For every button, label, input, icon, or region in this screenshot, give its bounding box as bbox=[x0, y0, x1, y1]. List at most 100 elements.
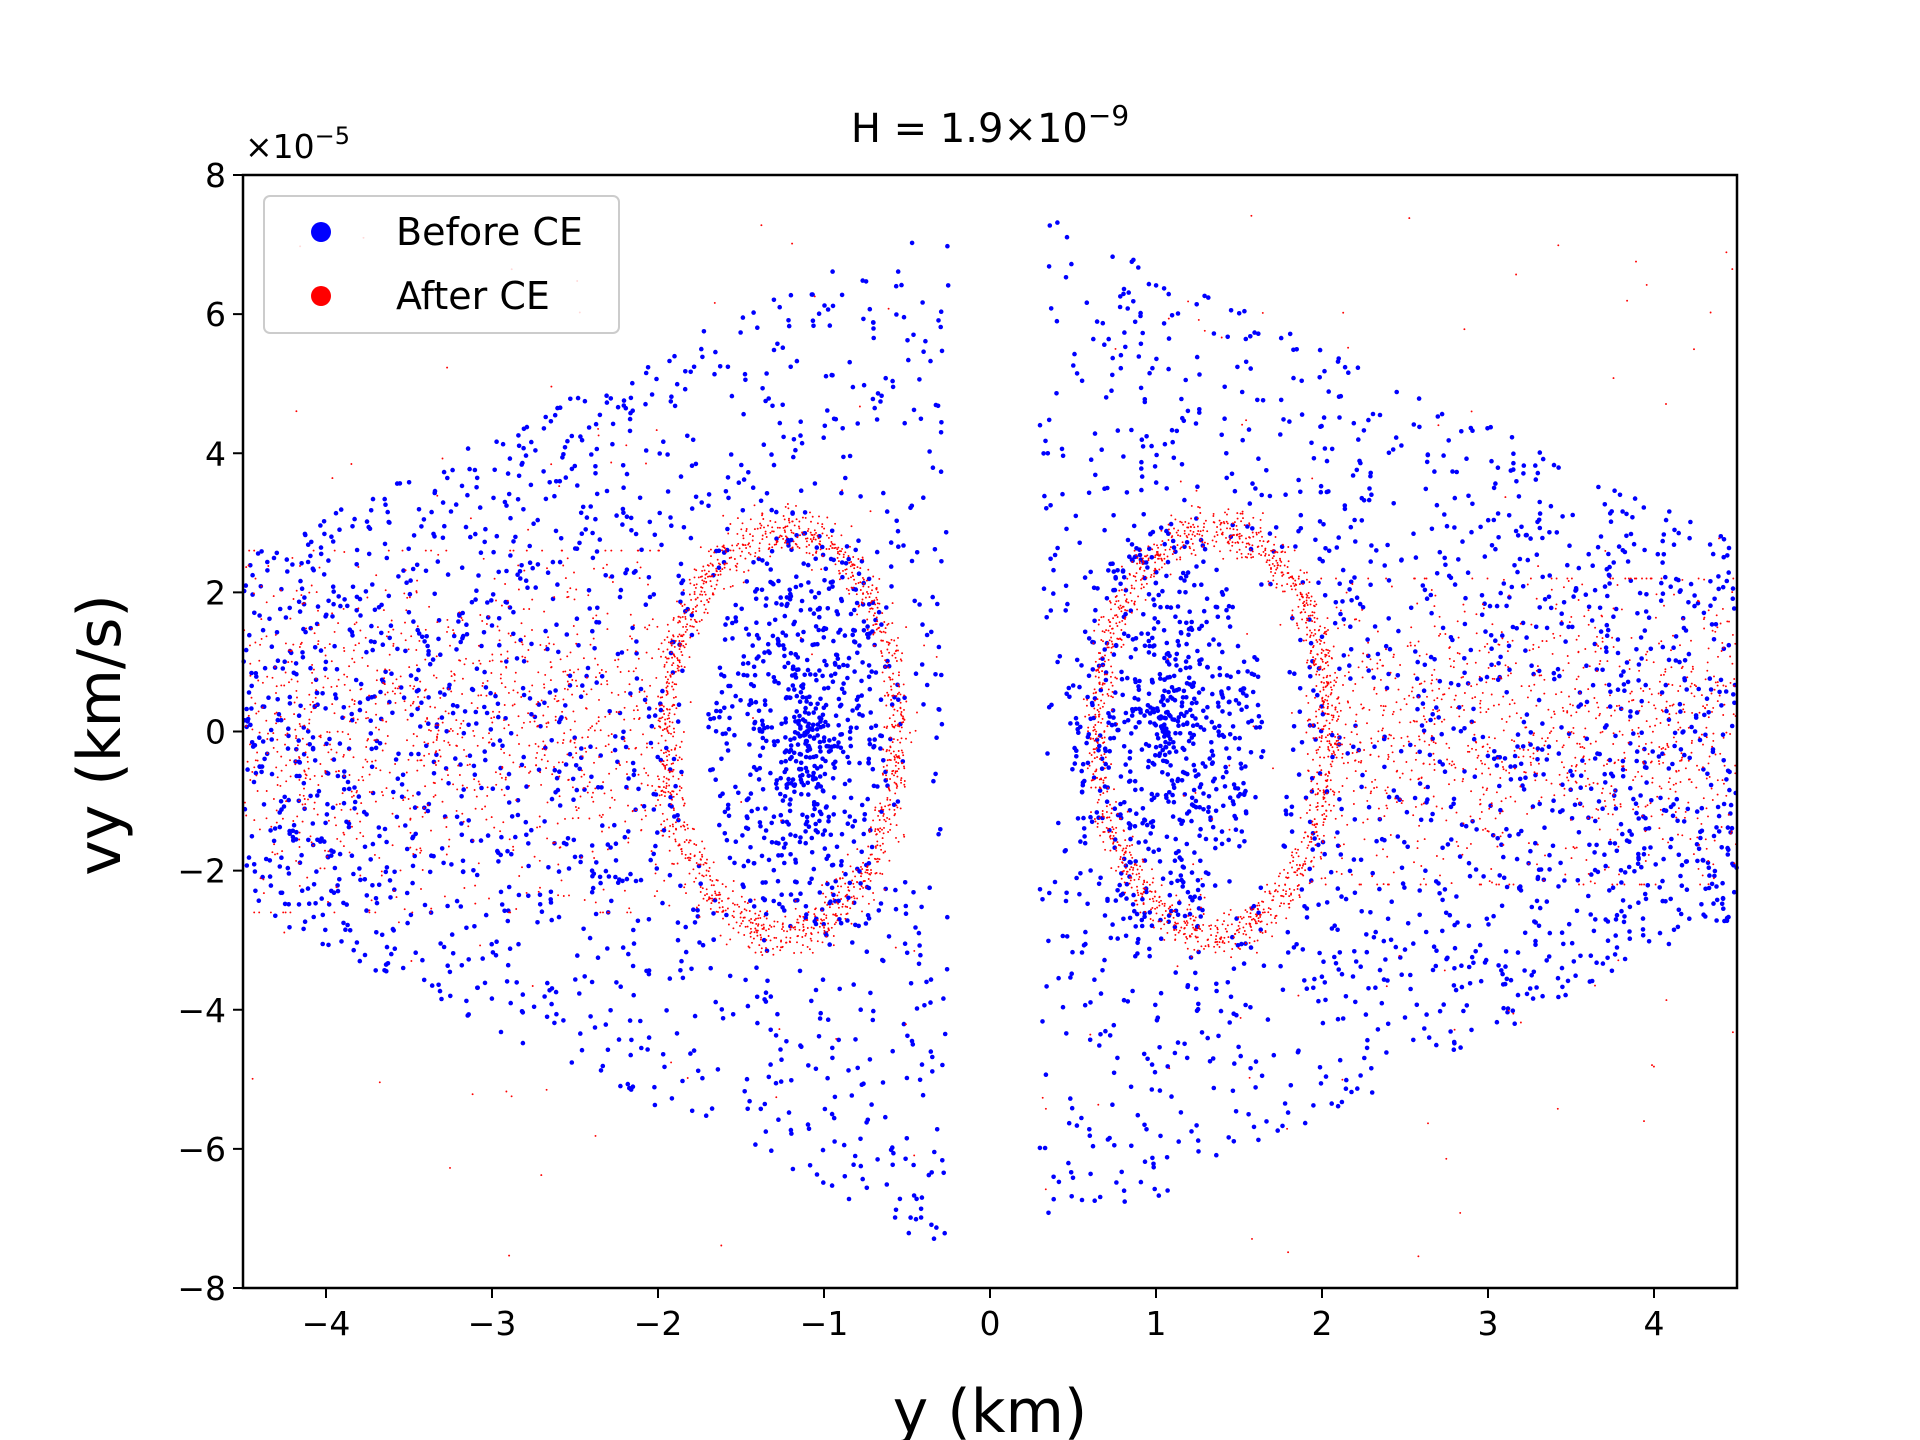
data-point-before-ce bbox=[1197, 895, 1203, 901]
data-point-before-ce bbox=[935, 601, 940, 607]
data-point-before-ce bbox=[1452, 1041, 1457, 1046]
data-point-before-ce bbox=[792, 879, 798, 884]
data-point-before-ce bbox=[354, 562, 360, 567]
data-point-before-ce bbox=[1440, 928, 1445, 934]
data-point-before-ce bbox=[324, 812, 330, 817]
data-point-before-ce bbox=[692, 920, 698, 925]
data-point-before-ce bbox=[748, 791, 754, 796]
data-point-after-ce bbox=[752, 937, 755, 940]
data-point-before-ce bbox=[479, 643, 484, 649]
data-point-before-ce bbox=[573, 763, 579, 768]
data-point-before-ce bbox=[1280, 987, 1286, 993]
data-point-before-ce bbox=[1676, 577, 1681, 583]
data-point-before-ce bbox=[793, 758, 799, 764]
data-point-before-ce bbox=[1464, 1003, 1470, 1008]
data-point-before-ce bbox=[822, 846, 828, 851]
data-point-before-ce bbox=[1066, 685, 1072, 691]
data-point-before-ce bbox=[660, 1052, 666, 1057]
data-point-before-ce bbox=[1213, 845, 1218, 851]
data-point-before-ce bbox=[1317, 556, 1322, 562]
data-point-before-ce bbox=[745, 1106, 750, 1112]
data-point-before-ce bbox=[1422, 662, 1428, 668]
data-point-before-ce bbox=[450, 710, 456, 716]
data-point-before-ce bbox=[438, 652, 443, 657]
data-point-before-ce bbox=[1051, 591, 1056, 596]
data-point-before-ce bbox=[1496, 661, 1501, 666]
data-point-before-ce bbox=[1335, 830, 1340, 835]
data-point-before-ce bbox=[357, 866, 362, 871]
data-point-before-ce bbox=[1340, 599, 1345, 604]
data-point-after-ce bbox=[682, 824, 685, 827]
data-point-before-ce bbox=[1348, 624, 1353, 629]
data-point-after-ce bbox=[682, 804, 685, 807]
data-point-before-ce bbox=[857, 711, 862, 717]
data-point-before-ce bbox=[1404, 809, 1410, 815]
data-point-before-ce bbox=[1184, 641, 1189, 647]
data-point-after-ce bbox=[872, 624, 875, 627]
data-point-before-ce bbox=[1423, 868, 1428, 873]
data-point-after-ce bbox=[830, 926, 833, 929]
data-point-before-ce bbox=[408, 578, 413, 583]
data-point-before-ce bbox=[1125, 537, 1131, 543]
data-point-before-ce bbox=[1127, 915, 1133, 921]
data-point-after-ce bbox=[799, 534, 801, 537]
data-point-before-ce bbox=[325, 801, 330, 807]
data-point-after-ce bbox=[821, 555, 824, 557]
data-point-before-ce bbox=[1173, 657, 1178, 662]
data-point-before-ce bbox=[1500, 971, 1505, 977]
data-point-before-ce bbox=[1622, 870, 1628, 875]
data-point-before-ce bbox=[1146, 281, 1152, 287]
data-point-before-ce bbox=[890, 1048, 895, 1054]
data-point-before-ce bbox=[764, 561, 770, 566]
data-point-after-ce bbox=[847, 589, 850, 592]
data-point-before-ce bbox=[504, 568, 509, 574]
data-point-before-ce bbox=[1111, 1022, 1117, 1028]
data-point-before-ce bbox=[1660, 538, 1665, 544]
data-point-before-ce bbox=[1242, 839, 1247, 844]
data-point-before-ce bbox=[1204, 619, 1209, 625]
data-point-after-ce bbox=[853, 886, 855, 888]
data-point-before-ce bbox=[1318, 483, 1324, 489]
data-point-after-ce bbox=[680, 643, 683, 646]
data-point-before-ce bbox=[1563, 639, 1568, 644]
data-point-before-ce bbox=[1657, 885, 1662, 890]
data-point-before-ce bbox=[1337, 415, 1342, 420]
data-point-after-ce bbox=[755, 922, 758, 925]
data-point-before-ce bbox=[780, 905, 785, 910]
data-point-before-ce bbox=[482, 749, 488, 754]
data-point-before-ce bbox=[1148, 531, 1153, 537]
data-point-before-ce bbox=[1256, 714, 1262, 719]
data-point-before-ce bbox=[1575, 878, 1581, 883]
data-point-before-ce bbox=[331, 757, 337, 762]
data-point-before-ce bbox=[811, 736, 817, 741]
data-point-before-ce bbox=[651, 851, 656, 857]
data-point-before-ce bbox=[470, 687, 476, 693]
data-point-after-ce bbox=[686, 623, 689, 626]
data-point-before-ce bbox=[1079, 663, 1084, 668]
data-point-after-ce bbox=[857, 582, 860, 584]
data-point-before-ce bbox=[1534, 985, 1539, 990]
data-point-before-ce bbox=[936, 707, 941, 712]
data-point-before-ce bbox=[1304, 915, 1310, 920]
data-point-before-ce bbox=[1337, 666, 1342, 672]
data-point-before-ce bbox=[752, 672, 758, 678]
data-point-before-ce bbox=[1063, 608, 1068, 613]
data-point-before-ce bbox=[673, 783, 678, 789]
data-point-before-ce bbox=[320, 691, 325, 696]
data-point-before-ce bbox=[774, 786, 780, 791]
data-point-after-ce bbox=[719, 570, 722, 573]
data-point-before-ce bbox=[430, 657, 436, 662]
data-point-before-ce bbox=[1248, 750, 1254, 755]
data-point-before-ce bbox=[1210, 760, 1215, 765]
data-point-before-ce bbox=[874, 417, 880, 422]
data-point-before-ce bbox=[892, 1215, 898, 1220]
data-point-before-ce bbox=[1592, 867, 1598, 873]
data-point-before-ce bbox=[465, 446, 471, 451]
data-point-before-ce bbox=[638, 877, 644, 883]
data-point-before-ce bbox=[352, 806, 357, 811]
data-point-before-ce bbox=[846, 760, 852, 765]
data-point-before-ce bbox=[621, 510, 626, 516]
data-point-before-ce bbox=[1252, 330, 1257, 335]
data-point-before-ce bbox=[627, 1018, 633, 1023]
data-point-before-ce bbox=[1706, 865, 1712, 870]
